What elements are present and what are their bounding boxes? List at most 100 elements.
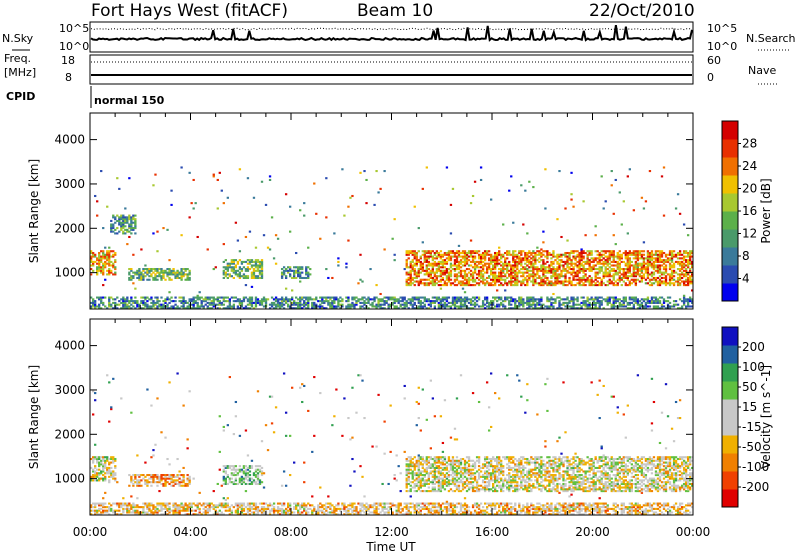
- range-cell: [142, 273, 145, 276]
- range-cell: [194, 509, 197, 512]
- range-cell: [114, 216, 117, 219]
- range-cell: [423, 303, 426, 306]
- range-cell: [429, 301, 432, 304]
- range-cell: [252, 511, 256, 514]
- range-cell: [214, 509, 217, 512]
- range-cell: [636, 255, 640, 258]
- range-cell: [580, 253, 583, 256]
- range-cell: [463, 303, 467, 306]
- range-cell: [672, 271, 676, 274]
- range-cell: [114, 268, 117, 271]
- range-cell: [498, 246, 501, 249]
- range-cell: [477, 278, 481, 281]
- range-cell: [489, 257, 493, 260]
- range-cell: [518, 301, 521, 304]
- range-cell: [680, 264, 684, 267]
- range-cell: [614, 300, 617, 303]
- range-cell: [276, 502, 280, 505]
- range-cell: [162, 271, 165, 274]
- range-cell: [477, 275, 481, 278]
- range-cell: [504, 273, 507, 276]
- range-cell: [266, 298, 270, 301]
- range-cell: [550, 298, 553, 301]
- range-cell: [407, 282, 410, 285]
- range-cell: [558, 253, 561, 256]
- range-cell: [532, 251, 535, 255]
- range-cell: [228, 479, 231, 482]
- range-cell: [194, 513, 197, 516]
- range-cell: [172, 509, 175, 512]
- range-cell: [90, 260, 93, 263]
- range-cell: [90, 296, 93, 299]
- range-cell: [610, 303, 613, 306]
- range-cell: [546, 250, 549, 253]
- range-cell: [295, 506, 298, 509]
- range-cell: [524, 301, 527, 304]
- range-cell: [646, 269, 650, 272]
- range-cell: [335, 507, 338, 510]
- range-cell: [419, 266, 422, 269]
- range-cell: [564, 280, 567, 283]
- range-cell: [594, 278, 597, 281]
- range-cell: [230, 269, 234, 272]
- range-cell: [363, 170, 366, 173]
- range-cell: [268, 511, 272, 514]
- range-cell: [128, 276, 131, 280]
- range-cell: [622, 273, 625, 276]
- range-cell: [668, 266, 672, 269]
- range-cell: [144, 461, 147, 464]
- range-cell: [528, 260, 531, 263]
- range-cell: [405, 259, 408, 262]
- range-cell: [134, 513, 137, 516]
- range-cell: [180, 504, 183, 507]
- range-cell: [94, 509, 97, 512]
- range-cell: [258, 468, 262, 471]
- range-cell: [168, 278, 171, 281]
- range-cell: [570, 298, 573, 301]
- range-cell: [584, 284, 587, 287]
- range-cell: [674, 260, 678, 263]
- range-cell: [439, 260, 443, 263]
- range-cell: [586, 259, 589, 262]
- range-cell: [479, 275, 483, 278]
- range-cell: [610, 275, 613, 278]
- range-cell: [518, 305, 521, 308]
- range-cell: [648, 300, 652, 303]
- range-cell: [536, 269, 539, 272]
- range-cell: [680, 307, 684, 310]
- range-cell: [544, 268, 547, 271]
- range-cell: [236, 504, 240, 507]
- range-cell: [156, 475, 159, 478]
- range-cell: [540, 248, 543, 251]
- range-cell: [646, 305, 650, 308]
- range-cell: [686, 278, 690, 281]
- range-cell: [280, 298, 284, 301]
- range-cell: [176, 511, 179, 514]
- range-cell: [144, 481, 147, 484]
- range-cell: [371, 305, 374, 308]
- range-cell: [660, 250, 664, 253]
- range-cell: [274, 234, 278, 237]
- range-cell: [236, 269, 240, 272]
- range-cell: [176, 479, 179, 482]
- range-cell: [461, 300, 465, 303]
- range-cell: [353, 305, 356, 308]
- range-cell: [502, 284, 505, 287]
- range-cell: [453, 273, 457, 276]
- range-cell: [250, 482, 254, 486]
- range-cell: [146, 269, 149, 272]
- range-cell: [212, 301, 215, 304]
- range-cell: [186, 477, 189, 480]
- range-cell: [443, 262, 447, 265]
- range-cell: [566, 266, 569, 269]
- range-cell: [182, 479, 185, 482]
- range-cell: [582, 255, 585, 258]
- range-cell: [178, 482, 181, 486]
- range-cell: [483, 284, 487, 287]
- range-cell: [122, 296, 125, 299]
- range-cell: [588, 282, 591, 285]
- range-cell: [242, 481, 246, 484]
- range-cell: [504, 264, 507, 267]
- range-cell: [445, 278, 449, 281]
- range-cell: [530, 303, 533, 306]
